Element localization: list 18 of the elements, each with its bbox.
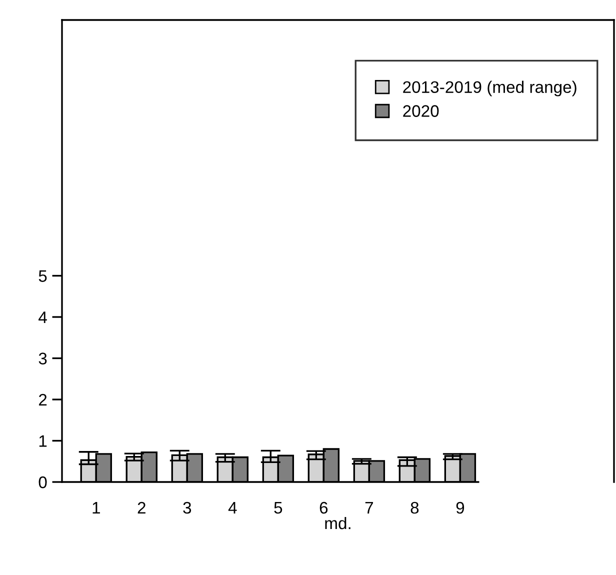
x-tick-label: 5 (274, 502, 282, 514)
legend-label: 2013-2019 (med range) (403, 80, 576, 96)
x-tick-label: 6 (320, 502, 328, 514)
x-tick-label: 9 (456, 502, 464, 514)
x-axis-title: md. (325, 516, 350, 530)
x-tick-label: 7 (365, 502, 373, 514)
y-tick-label: 3 (38, 352, 47, 364)
x-tick-label: 8 (410, 502, 419, 514)
x-tick-label: 3 (183, 502, 192, 514)
x-tick-label: 2 (138, 502, 146, 514)
y-tick-label: 5 (38, 270, 47, 282)
y-tick-label: 2 (38, 394, 47, 406)
legend-label: 2020 (403, 105, 439, 117)
x-tick-label: 1 (92, 502, 100, 514)
y-tick-label: 0 (38, 476, 47, 488)
y-tick-label: 4 (38, 312, 47, 324)
x-tick-label: 4 (228, 502, 237, 514)
y-tick-label: 1 (39, 435, 47, 447)
